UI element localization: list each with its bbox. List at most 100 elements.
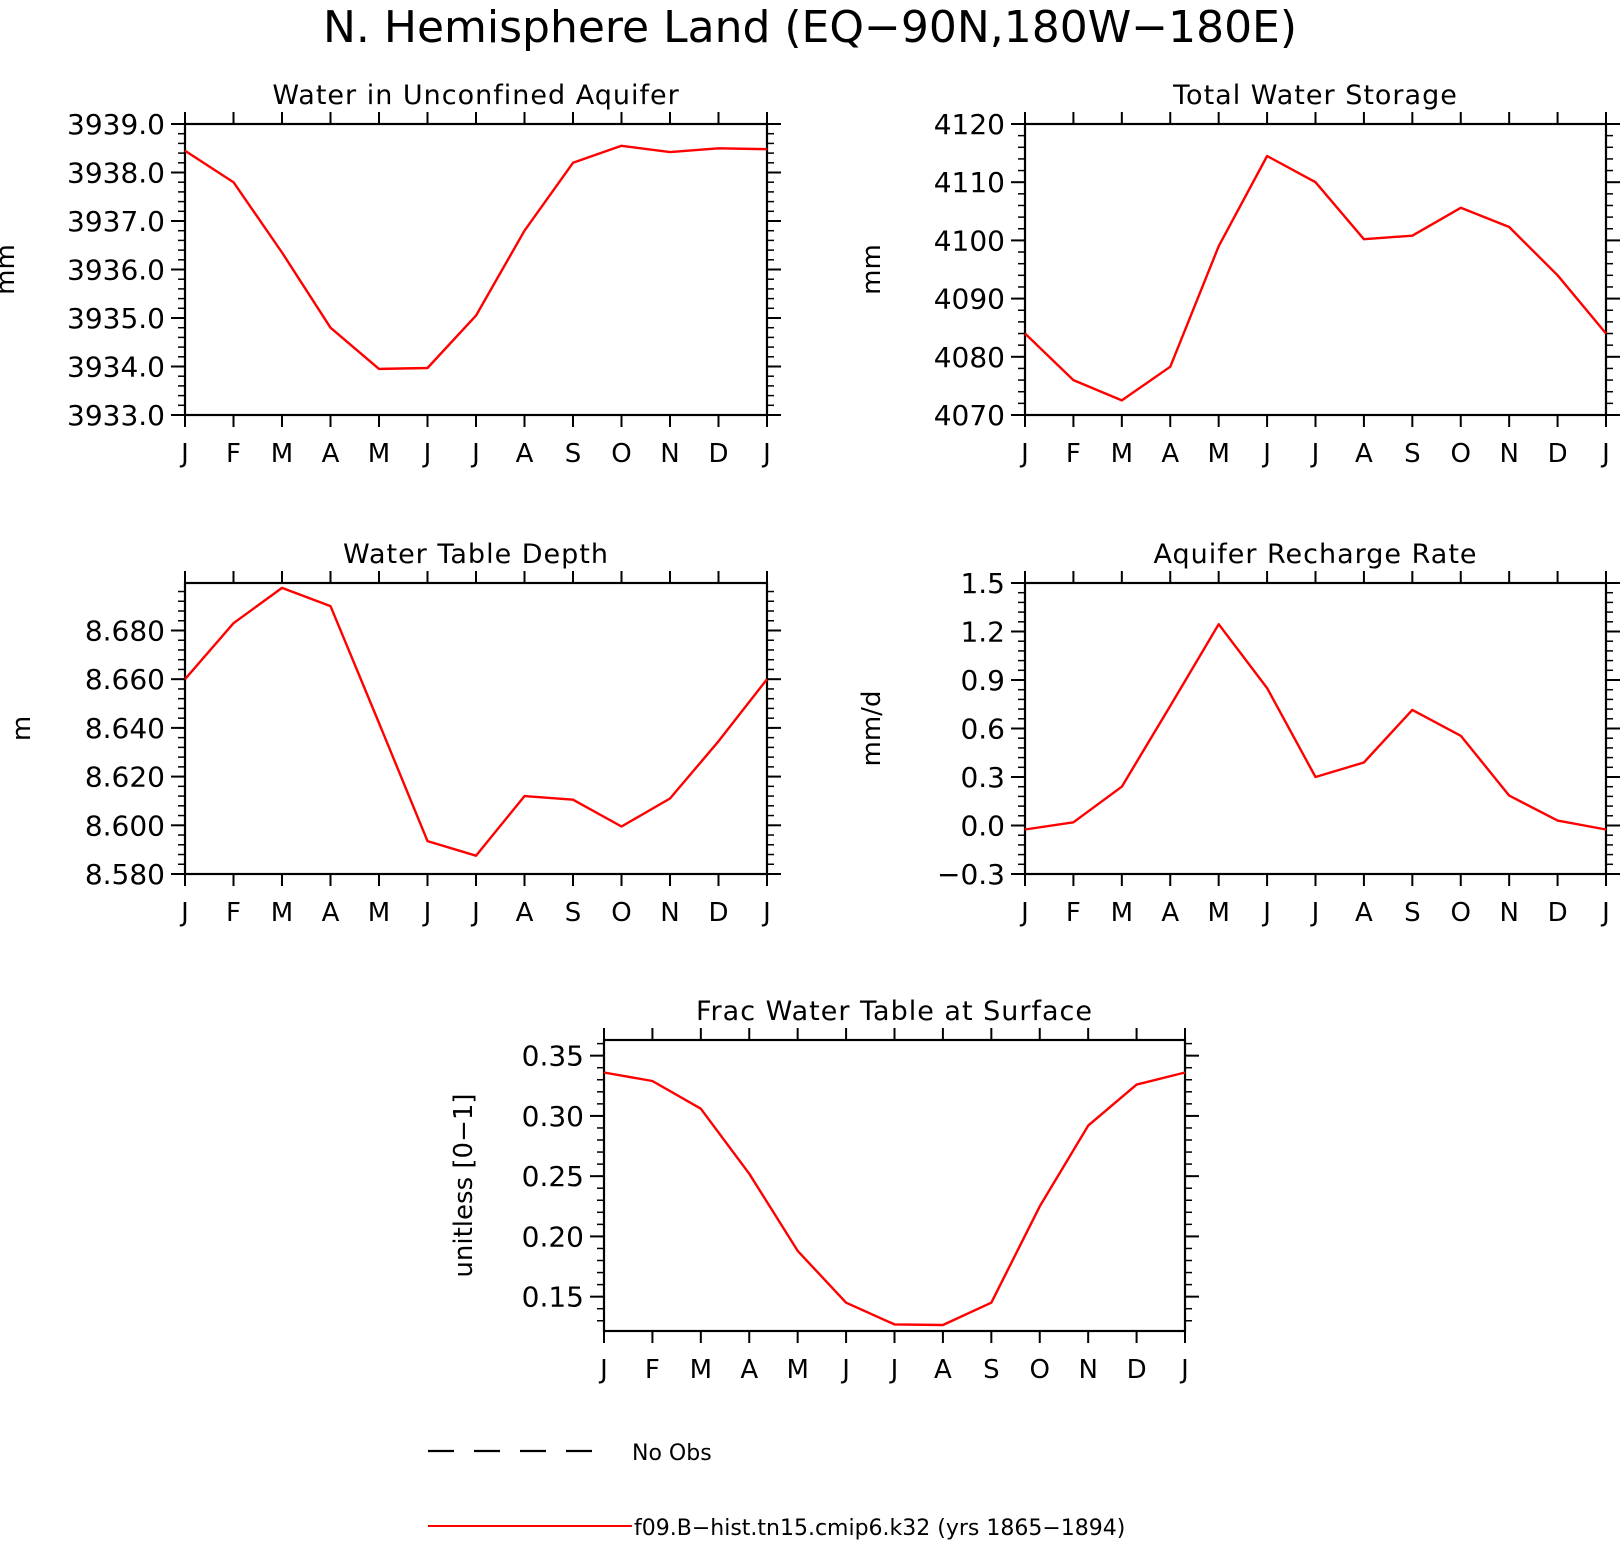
x-tick-label: N: [1499, 439, 1518, 469]
x-tick-label: F: [645, 1355, 660, 1385]
x-tick-label: O: [1030, 1355, 1050, 1385]
x-tick-label: J: [179, 439, 189, 469]
x-tick-label: M: [368, 439, 390, 469]
x-tick-label: J: [179, 898, 189, 928]
y-tick-label: 0.9: [960, 664, 1005, 697]
x-tick-label: J: [1019, 898, 1029, 928]
y-tick-label: 3937.0: [67, 205, 165, 238]
x-tick-label: F: [226, 898, 241, 928]
y-tick-label: 3936.0: [67, 254, 165, 287]
y-tick-label: 4090: [934, 283, 1005, 316]
y-axis-label: mm/d: [857, 691, 887, 767]
x-tick-label: A: [1161, 898, 1179, 928]
x-tick-label: J: [761, 439, 771, 469]
y-tick-label: 4110: [934, 166, 1005, 199]
y-tick-label: 4100: [934, 224, 1005, 257]
x-tick-label: A: [1355, 898, 1373, 928]
x-tick-label: A: [1355, 439, 1373, 469]
y-tick-label: 4120: [934, 108, 1005, 141]
legend-model-label: f09.B−hist.tn15.cmip6.k32 (yrs 1865−1894…: [634, 1516, 1125, 1541]
y-tick-label: 8.680: [85, 614, 165, 647]
x-tick-label: M: [271, 898, 293, 928]
y-tick-label: 8.620: [85, 761, 165, 794]
x-tick-label: J: [1179, 1355, 1189, 1385]
y-tick-label: 0.35: [522, 1040, 584, 1073]
x-tick-label: N: [660, 439, 679, 469]
x-tick-label: A: [934, 1355, 952, 1385]
y-tick-label: 4070: [934, 399, 1005, 432]
x-tick-label: J: [761, 898, 771, 928]
x-tick-label: A: [516, 898, 534, 928]
y-tick-label: 3935.0: [67, 302, 165, 335]
y-tick-label: 1.5: [960, 567, 1005, 600]
x-tick-label: D: [708, 898, 728, 928]
y-tick-label: 0.3: [960, 761, 1005, 794]
x-tick-label: M: [1207, 439, 1229, 469]
x-tick-label: S: [565, 898, 582, 928]
y-tick-label: −0.3: [937, 858, 1005, 891]
x-tick-label: J: [840, 1355, 850, 1385]
series-line: [603, 1071, 1186, 1327]
x-tick-label: J: [422, 898, 432, 928]
x-tick-label: O: [611, 898, 631, 928]
y-tick-label: 1.2: [960, 616, 1005, 649]
y-tick-label: 0.25: [522, 1160, 584, 1193]
y-axis-label: m: [7, 716, 37, 741]
x-tick-label: S: [983, 1355, 1000, 1385]
x-tick-label: N: [1499, 898, 1518, 928]
panel-title: Water Table Depth: [343, 539, 609, 570]
x-tick-label: A: [322, 898, 340, 928]
y-tick-label: 0.0: [960, 810, 1005, 843]
legend-obs-label: No Obs: [632, 1441, 712, 1466]
y-tick-label: 0.15: [522, 1281, 584, 1314]
x-tick-label: J: [1310, 898, 1320, 928]
y-tick-label: 8.640: [85, 712, 165, 745]
x-tick-label: N: [1078, 1355, 1097, 1385]
x-tick-label: D: [1127, 1355, 1147, 1385]
y-tick-label: 3934.0: [67, 351, 165, 384]
page-title: N. Hemisphere Land (EQ−90N,180W−180E): [323, 2, 1297, 53]
x-tick-label: J: [1261, 439, 1271, 469]
x-tick-label: J: [1261, 898, 1271, 928]
y-tick-label: 0.30: [522, 1100, 584, 1133]
x-tick-label: S: [1404, 898, 1421, 928]
x-tick-label: A: [740, 1355, 758, 1385]
x-tick-label: N: [660, 898, 679, 928]
y-tick-label: 8.580: [85, 858, 165, 891]
x-tick-label: F: [226, 439, 241, 469]
y-axis-label: unitless [0−1]: [449, 1093, 479, 1277]
series-line: [184, 144, 768, 371]
x-tick-label: J: [1600, 439, 1610, 469]
y-tick-label: 3939.0: [67, 108, 165, 141]
y-tick-label: 3938.0: [67, 157, 165, 190]
y-tick-label: 3933.0: [67, 399, 165, 432]
x-tick-label: J: [470, 439, 480, 469]
x-tick-label: M: [271, 439, 293, 469]
x-tick-label: J: [422, 439, 432, 469]
x-tick-label: D: [1548, 439, 1568, 469]
y-tick-label: 8.600: [85, 809, 165, 842]
panel-title: Frac Water Table at Surface: [696, 996, 1093, 1027]
x-tick-label: D: [1548, 898, 1568, 928]
y-tick-label: 0.20: [522, 1220, 584, 1253]
x-tick-label: O: [1451, 439, 1471, 469]
x-tick-label: M: [786, 1355, 808, 1385]
x-tick-label: F: [1066, 439, 1081, 469]
x-tick-label: A: [322, 439, 340, 469]
x-tick-label: S: [1404, 439, 1421, 469]
panel-title: Water in Unconfined Aquifer: [272, 80, 679, 111]
x-tick-label: M: [368, 898, 390, 928]
x-tick-label: J: [1600, 898, 1610, 928]
x-tick-label: J: [598, 1355, 608, 1385]
panel-title: Total Water Storage: [1172, 80, 1458, 111]
x-tick-label: D: [708, 439, 728, 469]
x-tick-label: J: [470, 898, 480, 928]
x-tick-label: M: [1111, 898, 1133, 928]
panel-title: Aquifer Recharge Rate: [1153, 539, 1477, 570]
x-tick-label: A: [1161, 439, 1179, 469]
